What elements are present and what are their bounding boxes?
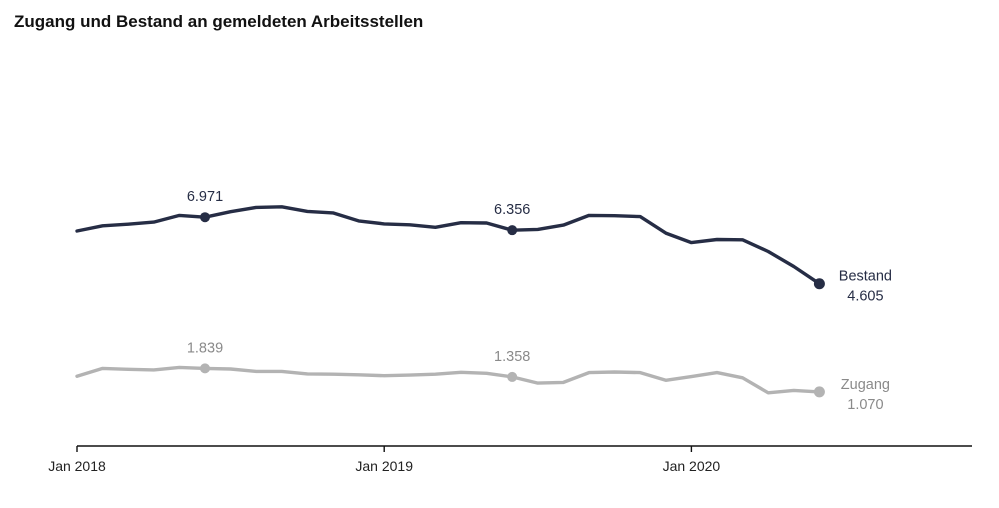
chart-title: Zugang und Bestand an gemeldeten Arbeits… [14,12,424,31]
x-axis: Jan 2018 Jan 2019 Jan 2020 [48,445,972,474]
series-layer [75,205,825,398]
data-point-bestand [507,225,518,236]
data-point-bestand [200,212,210,223]
x-tick-label: Jan 2019 [355,458,413,474]
series-name-label-bestand: Bestand [839,269,892,285]
end-point-zugang [813,386,825,398]
x-tick-label: Jan 2018 [48,458,106,474]
end-point-bestand [813,278,825,290]
series-name-label-zugang: Zugang [841,377,890,393]
data-label-zugang: 1.358 [494,349,530,365]
series-end-value-zugang: 1.070 [847,397,883,413]
x-tick-label: Jan 2020 [663,458,721,474]
data-label-bestand: 6.971 [187,189,223,205]
series-line-bestand [75,205,822,286]
data-label-zugang: 1.839 [187,340,223,356]
series-line-zugang [75,365,822,395]
series-end-value-bestand: 4.605 [847,289,883,305]
data-label-bestand: 6.356 [494,202,530,218]
data-point-zugang [507,371,518,382]
labels-layer: 6.971 6.356 Bestand 4.605 1.839 1.358 Zugang 1.… [187,189,892,413]
data-point-zugang [200,363,210,374]
